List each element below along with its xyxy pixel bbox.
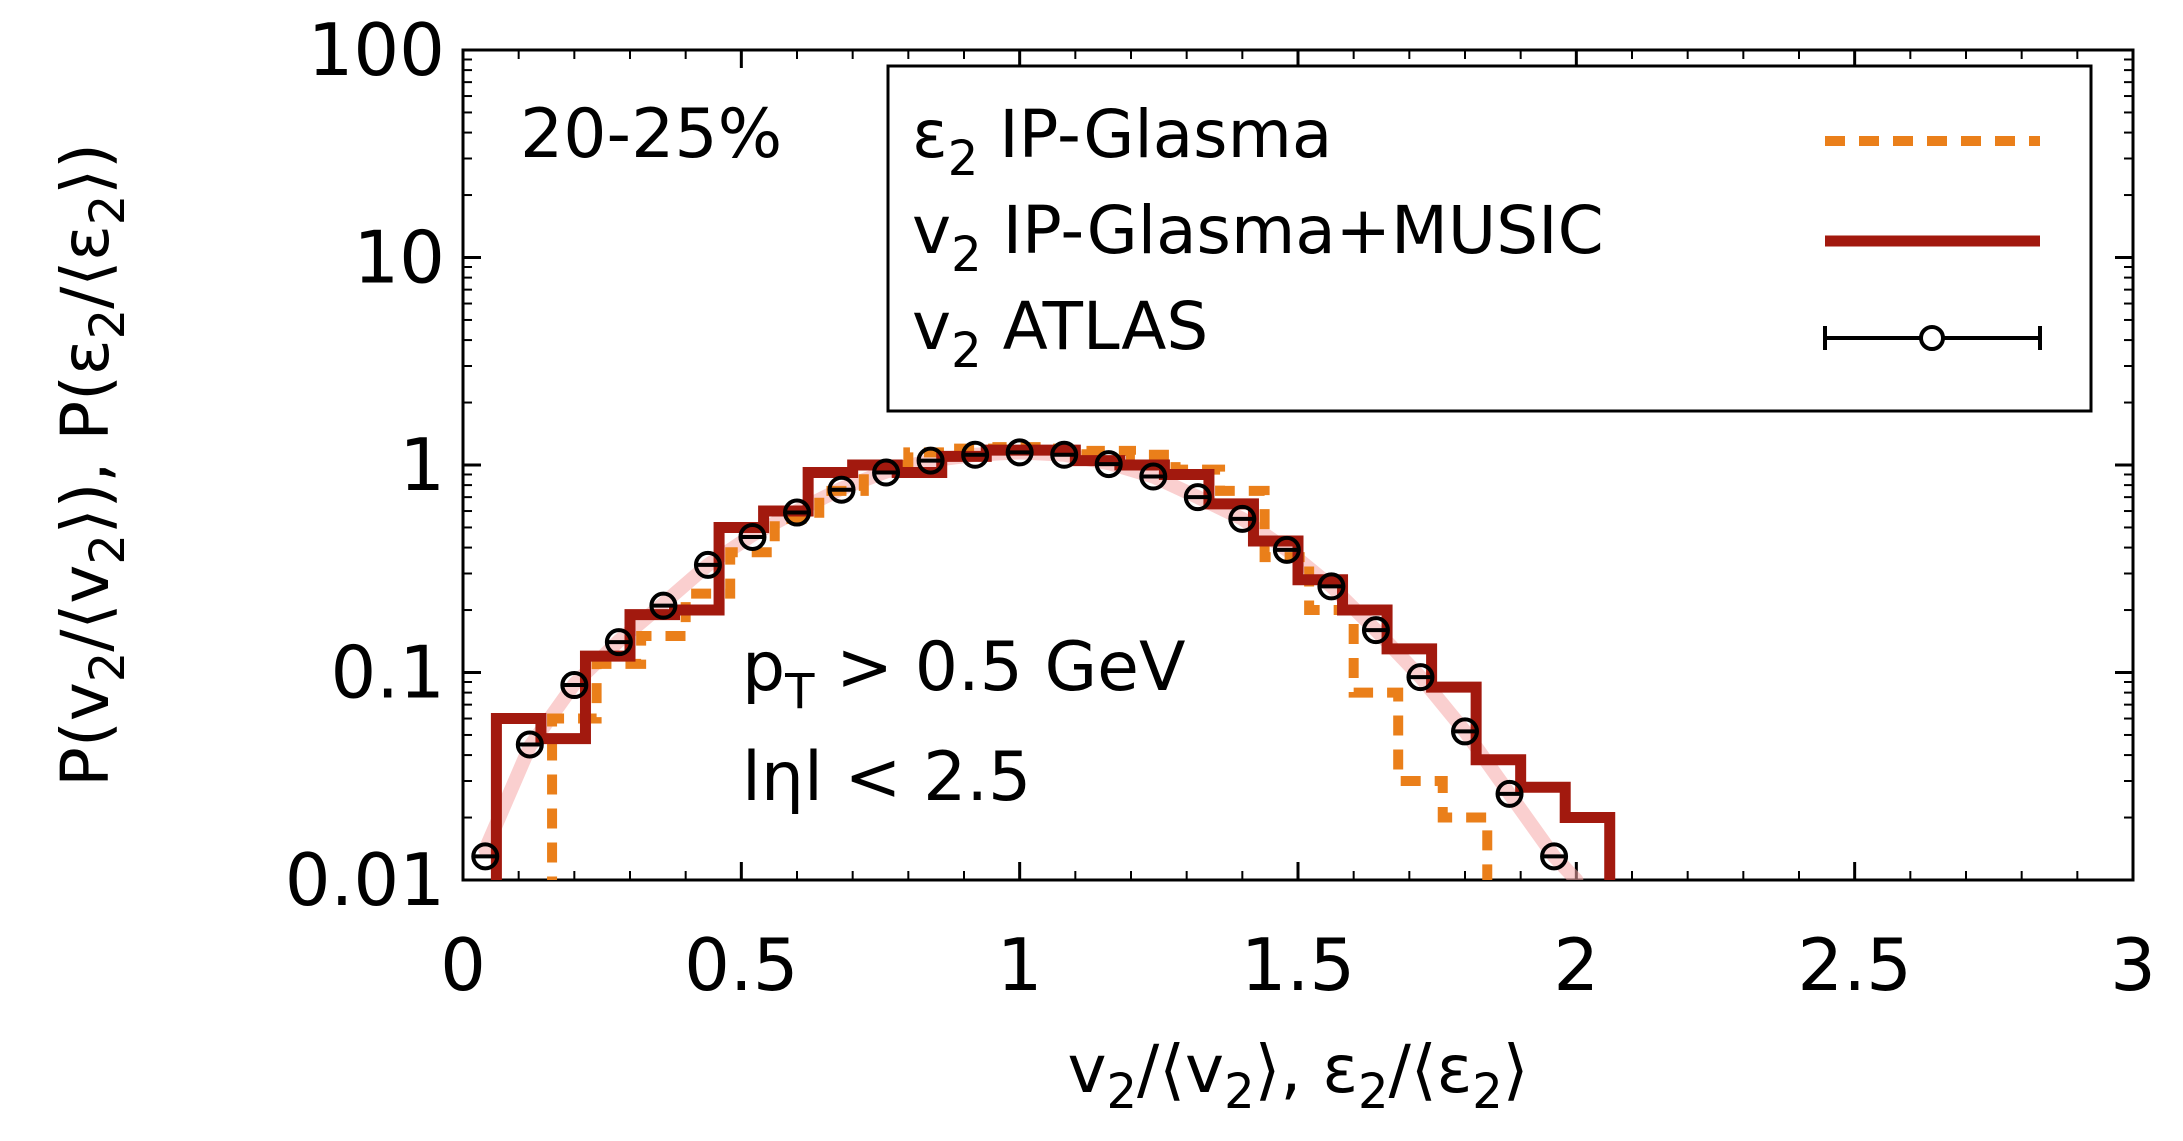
series-line-eps2-ip-glasma (547, 442, 1493, 880)
pt-cut-annotation: pT > 0.5 GeV (742, 628, 1186, 720)
x-tick-label: 3 (2110, 923, 2156, 1007)
legend-label-eps2: ε2 IP-Glasma (912, 96, 1332, 187)
legend: ε2 IP-Glasma v2 IP-Glasma+MUSIC v2 ATLAS (886, 64, 2093, 413)
atlas-point (738, 522, 767, 551)
atlas-point (1495, 779, 1524, 808)
atlas-point (515, 730, 544, 759)
atlas-point (560, 671, 589, 700)
x-tick-label: 2.5 (1797, 923, 1912, 1007)
x-tick-label: 1 (997, 923, 1043, 1007)
legend-label-v2-music: v2 IP-Glasma+MUSIC (912, 192, 1604, 283)
atlas-point (1317, 572, 1346, 601)
atlas-point (1406, 663, 1435, 692)
atlas-point (1005, 438, 1034, 467)
axis-ticks (461, 48, 2135, 882)
legend-label-atlas: v2 ATLAS (912, 288, 1208, 379)
legend-swatch-atlas (1823, 325, 2042, 351)
y-axis-label: P(v2/⟨v2⟩), P(ε2/⟨ε2⟩) (47, 143, 136, 787)
series-points-v2-atlas (471, 438, 1569, 871)
atlas-point (471, 842, 500, 871)
y-tick-label: 100 (308, 8, 445, 92)
atlas-point (1228, 504, 1257, 533)
atlas-point (1139, 462, 1168, 491)
y-tick-label: 10 (353, 216, 445, 300)
atlas-point (783, 498, 811, 527)
x-axis-label: v2/⟨v2⟩, ε2/⟨ε2⟩ (1067, 1031, 1528, 1120)
atlas-point (1451, 717, 1479, 746)
x-tick-label: 2 (1553, 923, 1599, 1007)
y-tick-label: 0.01 (285, 838, 445, 922)
atlas-point (649, 591, 678, 620)
atlas-point (1361, 616, 1390, 645)
x-tick-labels: 0 0.5 1 1.5 2 2.5 3 (440, 923, 2156, 1007)
atlas-point (961, 440, 990, 469)
atlas-point (604, 628, 633, 657)
atlas-point (1094, 450, 1123, 479)
y-tick-labels: 0.01 0.1 1 10 100 (285, 8, 445, 922)
atlas-point (693, 550, 722, 579)
x-tick-label: 0 (440, 923, 486, 1007)
atlas-point (1050, 440, 1079, 469)
x-tick-label: 1.5 (1241, 923, 1356, 1007)
y-tick-label: 0.1 (330, 631, 445, 715)
atlas-point (1183, 483, 1212, 512)
atlas-point (1540, 842, 1569, 871)
atlas-point (1272, 535, 1301, 564)
y-tick-label: 1 (399, 423, 445, 507)
atlas-point (827, 475, 856, 504)
atlas-point (872, 458, 901, 487)
eta-cut-annotation: lηl < 2.5 (742, 738, 1031, 817)
centrality-annotation: 20-25% (520, 95, 782, 174)
atlas-point (916, 446, 945, 475)
x-tick-label: 0.5 (684, 923, 799, 1007)
